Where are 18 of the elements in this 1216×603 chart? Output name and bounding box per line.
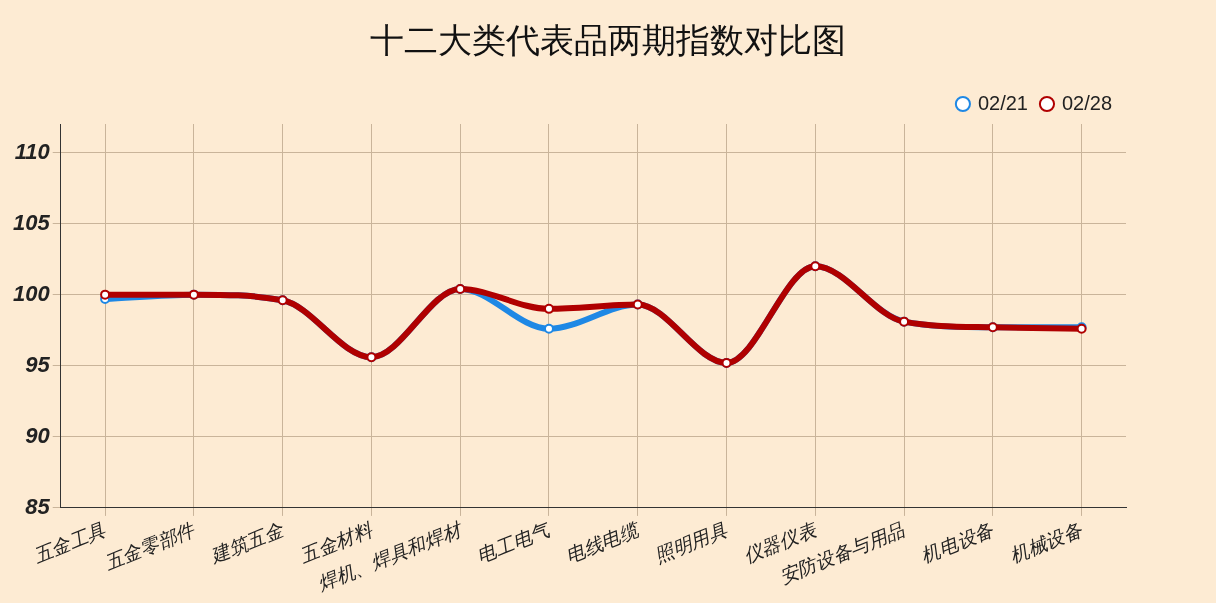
point <box>100 289 111 300</box>
chart-title: 十二大类代表品两期指数对比图 <box>369 19 847 62</box>
y-tick-label: 110 <box>14 138 51 164</box>
y-tick-label: 105 <box>12 209 51 235</box>
x-tick-label: 机械设备 <box>1006 518 1087 567</box>
y-tick-label: 100 <box>12 280 51 306</box>
legend-label: 02/21 <box>977 91 1028 114</box>
x-tick-label: 电线电缆 <box>562 517 644 567</box>
y-tick-label: 90 <box>25 422 51 448</box>
legend-label: 02/28 <box>1061 91 1113 114</box>
x-tick-label: 照明用具 <box>651 518 731 567</box>
x-tick-label: 建筑五金 <box>206 517 288 567</box>
y-tick-label: 95 <box>25 351 51 377</box>
x-tick-label: 电工电气 <box>474 517 555 567</box>
y-tick-label: 85 <box>25 493 51 519</box>
point <box>543 323 554 334</box>
x-tick-label: 机电设备 <box>917 518 998 567</box>
point <box>543 303 554 314</box>
